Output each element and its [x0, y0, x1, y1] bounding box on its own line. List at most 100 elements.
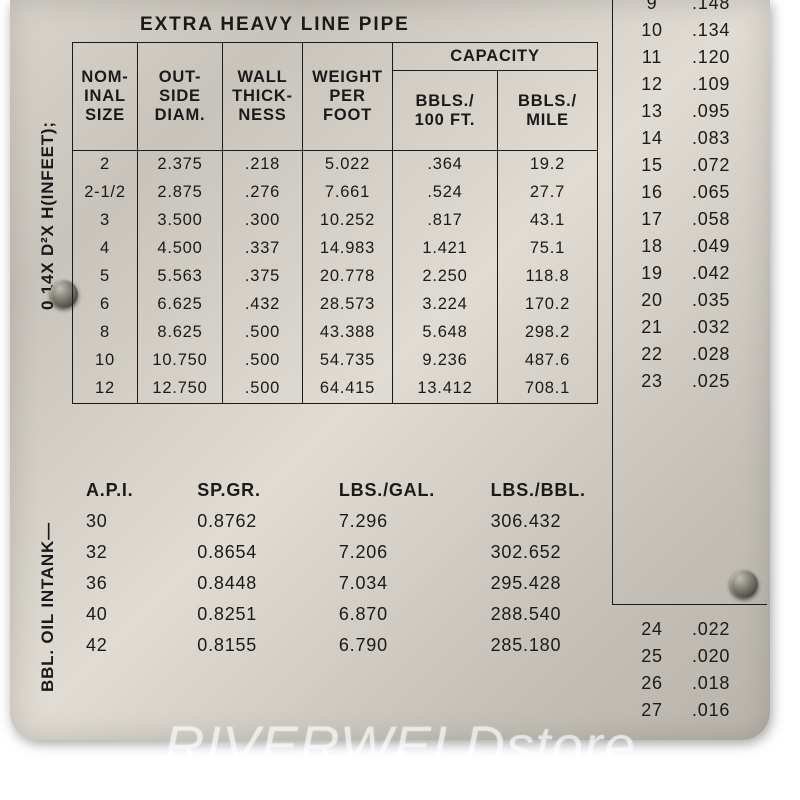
table-cell: 7.034	[325, 568, 477, 599]
table-row: 1212.750.50064.41513.412708.1	[73, 375, 598, 403]
table-cell: 298.2	[498, 319, 598, 347]
table-cell: 0.8448	[183, 568, 325, 599]
table-cell: 8.625	[138, 319, 223, 347]
table-cell: .500	[223, 347, 303, 375]
right-val: .120	[684, 47, 760, 68]
table-cell: 2.250	[393, 263, 498, 291]
table-cell: 43.1	[498, 207, 598, 235]
watermark: RIVERWELDstore	[0, 713, 800, 778]
table-cell: 19.2	[498, 151, 598, 179]
table-cell: 5.563	[138, 263, 223, 291]
table-cell: .817	[393, 207, 498, 235]
table-row: 300.87627.296306.432	[72, 506, 598, 537]
table-cell: 54.735	[303, 347, 393, 375]
right-column-top: 9.14810.13411.12012.10913.09514.08315.07…	[620, 0, 760, 395]
table-cell: 64.415	[303, 375, 393, 403]
table-cell: 2	[73, 151, 138, 179]
right-val: .049	[684, 236, 760, 257]
table-cell: .500	[223, 319, 303, 347]
table-cell: 2-1/2	[73, 179, 138, 207]
table-cell: 4.500	[138, 235, 223, 263]
table-cell: 170.2	[498, 291, 598, 319]
right-val: .035	[684, 290, 760, 311]
right-val: .109	[684, 74, 760, 95]
table-cell: 306.432	[477, 506, 598, 537]
table-cell: 14.983	[303, 235, 393, 263]
right-key: 19	[620, 263, 684, 284]
right-key: 16	[620, 182, 684, 203]
table-row: 2-1/22.875.2767.661.52427.7	[73, 179, 598, 207]
table-row: 55.563.37520.7782.250118.8	[73, 263, 598, 291]
right-key: 11	[620, 47, 684, 68]
table-cell: 10.252	[303, 207, 393, 235]
right-row: 9.148	[620, 0, 760, 17]
table-row: 66.625.43228.5733.224170.2	[73, 291, 598, 319]
right-row: 21.032	[620, 314, 760, 341]
hdr-wall: WALLTHICK-NESS	[223, 43, 303, 151]
right-row: 12.109	[620, 71, 760, 98]
table-cell: 6.790	[325, 630, 477, 661]
table-row: 33.500.30010.252.81743.1	[73, 207, 598, 235]
api-hdr-1: SP.GR.	[183, 475, 325, 506]
right-row: 25.020	[620, 643, 760, 670]
right-row: 20.035	[620, 287, 760, 314]
right-val: .020	[684, 646, 760, 667]
table-cell: 3	[73, 207, 138, 235]
table-cell: 295.428	[477, 568, 598, 599]
table-cell: 7.296	[325, 506, 477, 537]
table-cell: 1.421	[393, 235, 498, 263]
table-cell: 40	[72, 599, 183, 630]
right-key: 26	[620, 673, 684, 694]
table-cell: .524	[393, 179, 498, 207]
right-key: 18	[620, 236, 684, 257]
right-row: 26.018	[620, 670, 760, 697]
table-cell: 5	[73, 263, 138, 291]
right-row: 16.065	[620, 179, 760, 206]
hdr-bblsmile: BBLS./MILE	[498, 71, 598, 151]
table-cell: 30	[72, 506, 183, 537]
table-cell: 12.750	[138, 375, 223, 403]
table-cell: 10.750	[138, 347, 223, 375]
table-cell: 2.875	[138, 179, 223, 207]
table-cell: 118.8	[498, 263, 598, 291]
right-val: .072	[684, 155, 760, 176]
metal-reference-plate: 0.14X D²X H(INFEET); BBL. OIL INTANK— EX…	[10, 0, 770, 740]
table-cell: 42	[72, 630, 183, 661]
table-cell: 4	[73, 235, 138, 263]
right-row: 24.022	[620, 616, 760, 643]
hdr-nominal: NOM-INALSIZE	[73, 43, 138, 151]
right-val: .065	[684, 182, 760, 203]
right-row: 18.049	[620, 233, 760, 260]
right-val: .083	[684, 128, 760, 149]
table-cell: 3.224	[393, 291, 498, 319]
table-cell: 0.8762	[183, 506, 325, 537]
right-row: 23.025	[620, 368, 760, 395]
table-cell: 0.8251	[183, 599, 325, 630]
hdr-bbls100: BBLS./100 FT.	[393, 71, 498, 151]
table-cell: .432	[223, 291, 303, 319]
table-cell: 10	[73, 347, 138, 375]
table-cell: 27.7	[498, 179, 598, 207]
right-key: 12	[620, 74, 684, 95]
right-key: 21	[620, 317, 684, 338]
right-val: .042	[684, 263, 760, 284]
rivet-right	[730, 570, 758, 598]
right-key: 15	[620, 155, 684, 176]
table-cell: 13.412	[393, 375, 498, 403]
table-cell: .218	[223, 151, 303, 179]
api-hdr-0: A.P.I.	[72, 475, 183, 506]
right-row: 13.095	[620, 98, 760, 125]
table-row: 420.81556.790285.180	[72, 630, 598, 661]
table-cell: 43.388	[303, 319, 393, 347]
right-row: 19.042	[620, 260, 760, 287]
right-row: 14.083	[620, 125, 760, 152]
table-row: 400.82516.870288.540	[72, 599, 598, 630]
right-val: .028	[684, 344, 760, 365]
pipe-table-title: EXTRA HEAVY LINE PIPE	[140, 14, 410, 36]
pipe-table: NOM-INALSIZE OUT-SIDEDIAM. WALLTHICK-NES…	[72, 42, 598, 404]
table-cell: .300	[223, 207, 303, 235]
right-column-bottom: 24.02225.02026.01827.016	[620, 616, 760, 724]
right-key: 17	[620, 209, 684, 230]
table-cell: 288.540	[477, 599, 598, 630]
right-key: 13	[620, 101, 684, 122]
